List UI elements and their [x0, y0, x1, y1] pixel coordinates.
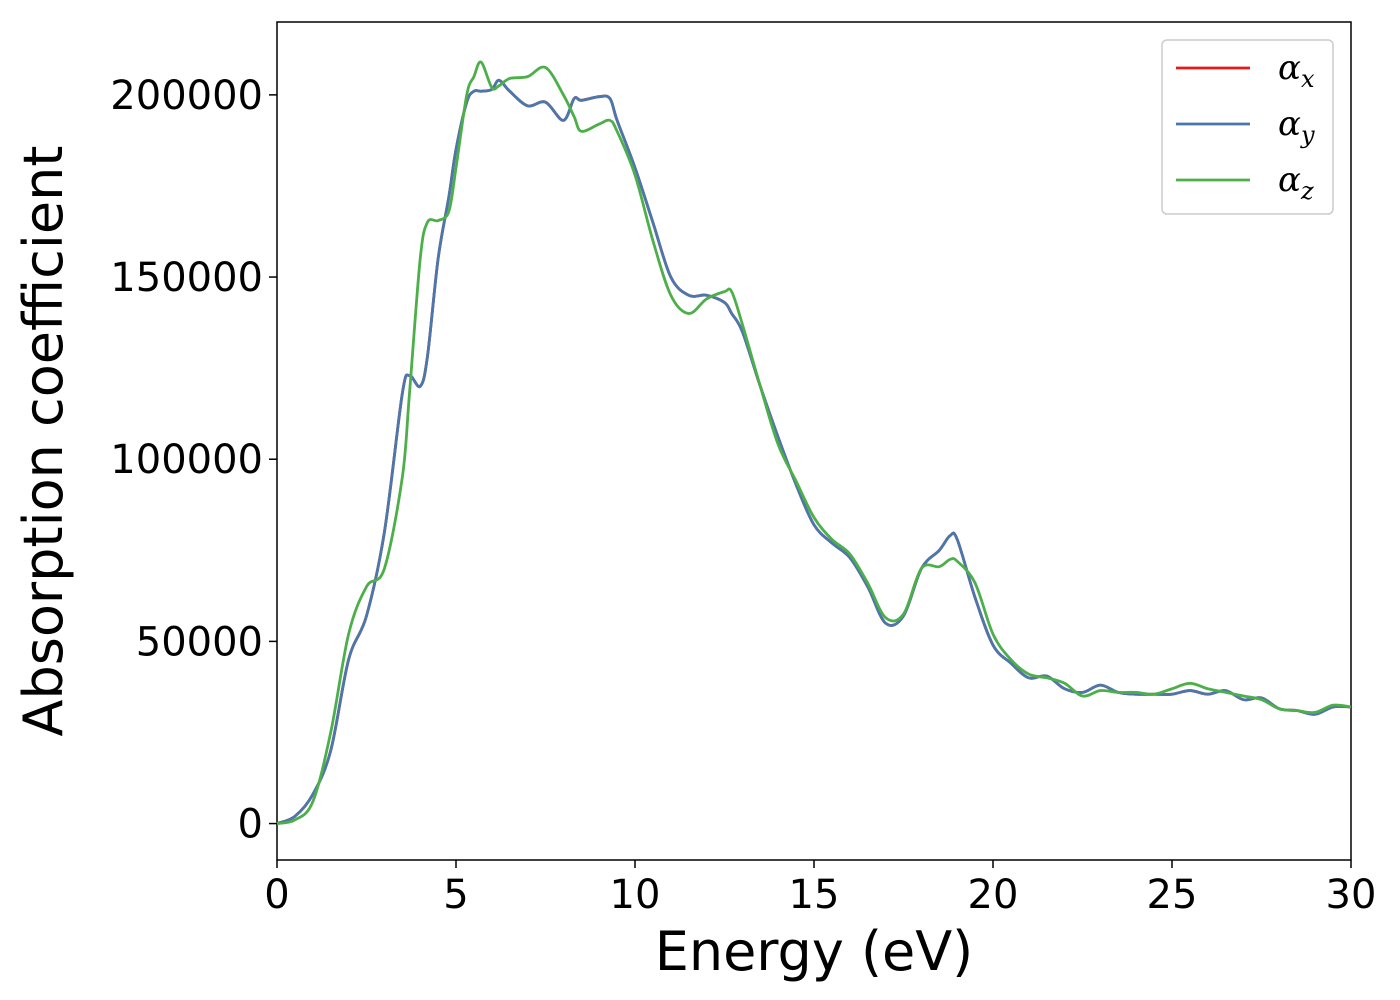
x-tick-label: 25	[1147, 872, 1198, 918]
legend-label-subscript: x	[1301, 65, 1315, 93]
x-axis-ticks: 0 5 10 15 20 25 30	[264, 860, 1376, 918]
y-tick-label: 100000	[110, 437, 263, 483]
legend-label-alpha-x: αx	[1278, 48, 1315, 93]
x-tick-label: 20	[968, 872, 1019, 918]
legend-label-alpha-y: αy	[1278, 104, 1315, 149]
y-tick-label: 50000	[136, 619, 263, 665]
series-layer	[276, 60, 1352, 825]
x-tick-label: 10	[610, 872, 661, 918]
series-line-alpha-y	[276, 78, 1352, 825]
y-axis-ticks: 0 50000 100000 150000 200000	[110, 73, 277, 848]
y-tick-label: 0	[238, 802, 263, 848]
x-tick-label: 5	[443, 872, 468, 918]
series-line-alpha-z	[276, 60, 1352, 825]
legend-label-subscript: z	[1300, 177, 1314, 205]
y-axis-title: Absorption coefficient	[12, 146, 75, 737]
x-tick-label: 30	[1326, 872, 1377, 918]
y-tick-label: 200000	[110, 73, 263, 119]
legend-box	[1161, 39, 1334, 215]
x-tick-label: 0	[264, 872, 289, 918]
y-tick-label: 150000	[110, 255, 263, 301]
x-tick-label: 15	[789, 872, 840, 918]
x-axis-title: Energy (eV)	[655, 920, 974, 983]
legend-label-subscript: y	[1300, 121, 1315, 149]
